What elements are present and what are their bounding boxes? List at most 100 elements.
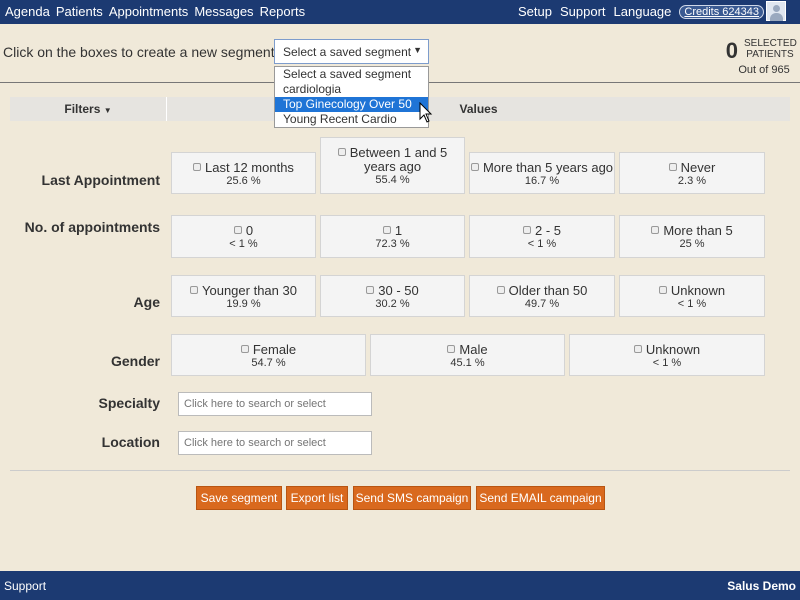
- option-label: Younger than 30: [202, 283, 297, 298]
- save-segment-button[interactable]: Save segment: [196, 486, 282, 510]
- out-of-total: Out of 965: [738, 64, 790, 76]
- values-label: Values: [459, 102, 498, 116]
- filter-option-box[interactable]: 0 < 1 %: [171, 215, 316, 258]
- nav-appointments[interactable]: Appointments: [108, 4, 189, 19]
- nav-patients[interactable]: Patients: [55, 4, 103, 19]
- filter-option-box[interactable]: Unknown < 1 %: [569, 334, 765, 376]
- filter-option-box[interactable]: Never 2.3 %: [619, 152, 765, 194]
- nav-language[interactable]: Language: [613, 4, 672, 19]
- filter-option-box[interactable]: 1 72.3 %: [320, 215, 465, 258]
- option-label: 2 - 5: [534, 223, 561, 238]
- filter-option-box[interactable]: Last 12 months 25.6 %: [171, 152, 316, 194]
- saved-segment-select[interactable]: Select a saved segment ▼: [274, 39, 429, 64]
- option[interactable]: cardiologia: [283, 82, 342, 96]
- filter-option-box[interactable]: More than 5 25 %: [619, 215, 765, 258]
- option-label: Unknown: [645, 342, 701, 357]
- filter-option-box[interactable]: 2 - 5 < 1 %: [469, 215, 615, 258]
- send-email-button[interactable]: Send EMAIL campaign: [476, 486, 605, 510]
- filter-option-box[interactable]: Younger than 30 19.9 %: [171, 275, 316, 317]
- top-nav: Agenda Patients Appointments Messages Re…: [0, 0, 800, 24]
- location-label: Location: [101, 434, 160, 450]
- segment-options-list: Select a saved segment cardiologia Top G…: [274, 66, 429, 128]
- filter-option-box[interactable]: More than 5 years ago 16.7 %: [469, 152, 615, 194]
- credits-badge[interactable]: Credits 624343: [679, 4, 764, 19]
- option-percent: 30.2 %: [375, 298, 410, 310]
- option[interactable]: Young Recent Cardio: [283, 112, 397, 126]
- nav-agenda[interactable]: Agenda: [5, 4, 50, 19]
- footer: Support Salus Demo: [0, 571, 800, 600]
- checkbox[interactable]: [496, 286, 505, 294]
- option-percent: 54.7 %: [251, 357, 286, 369]
- filter-option-box[interactable]: Older than 50 49.7 %: [469, 275, 615, 317]
- option-percent: < 1 %: [229, 238, 258, 250]
- option-percent: < 1 %: [652, 357, 682, 369]
- filter-option-box[interactable]: Between 1 and 5 years ago 55.4 %: [320, 137, 465, 194]
- row-label: Age: [133, 294, 160, 310]
- checkbox[interactable]: [522, 226, 531, 234]
- option-label: 30 - 50: [378, 283, 419, 298]
- nav-support[interactable]: Support: [560, 4, 606, 19]
- specialty-label: Specialty: [98, 395, 160, 411]
- checkbox[interactable]: [658, 286, 667, 294]
- checkbox[interactable]: [337, 148, 346, 156]
- divider: [10, 470, 790, 471]
- export-list-button[interactable]: Export list: [286, 486, 348, 510]
- option-highlighted[interactable]: Top Ginecology Over 50: [275, 97, 428, 112]
- selected-label: SELECTED PATIENTS: [744, 38, 797, 60]
- filter-option-box[interactable]: 30 - 50 30.2 %: [320, 275, 465, 317]
- filters-dropdown[interactable]: Filters ▼: [10, 97, 167, 121]
- location-input[interactable]: [178, 431, 372, 455]
- option-percent: < 1 %: [677, 298, 707, 310]
- option-label: 1: [394, 223, 403, 238]
- checkbox[interactable]: [233, 226, 242, 234]
- filter-option-box[interactable]: Male 45.1 %: [370, 334, 565, 376]
- filter-option-box[interactable]: Unknown < 1 %: [619, 275, 765, 317]
- checkbox[interactable]: [193, 163, 202, 171]
- checkbox[interactable]: [633, 345, 642, 353]
- checkbox[interactable]: [470, 163, 479, 171]
- option-label: More than 5: [663, 223, 733, 238]
- option-percent: 45.1 %: [450, 357, 485, 369]
- option-percent: < 1 %: [527, 238, 557, 250]
- checkbox[interactable]: [651, 226, 660, 234]
- segment-prompt: Click on the boxes to create a new segme…: [3, 44, 291, 60]
- checkbox[interactable]: [382, 226, 391, 234]
- mouse-cursor-icon: [419, 102, 433, 123]
- option-label: Unknown: [670, 283, 726, 298]
- option-label: Between 1 and 5 years ago: [349, 145, 448, 174]
- filter-option-box[interactable]: Female 54.7 %: [171, 334, 366, 376]
- dropdown-arrow-icon: ▼: [413, 45, 422, 55]
- option-label: 0: [245, 223, 254, 238]
- option-percent: 2.3 %: [677, 175, 707, 187]
- option-percent: 16.7 %: [524, 175, 560, 187]
- option[interactable]: Select a saved segment: [283, 67, 412, 81]
- checkbox[interactable]: [240, 345, 249, 353]
- selected-patients: 0 SELECTED PATIENTS Out of 965: [726, 38, 797, 76]
- option-percent: 72.3 %: [375, 238, 410, 250]
- row-label: Gender: [110, 353, 160, 369]
- nav-setup[interactable]: Setup: [518, 4, 552, 19]
- option-label: Male: [459, 342, 488, 357]
- option-percent: 19.9 %: [226, 298, 261, 310]
- checkbox[interactable]: [447, 345, 456, 353]
- specialty-input[interactable]: [178, 392, 372, 416]
- footer-support-link[interactable]: Support: [4, 579, 47, 593]
- option-percent: 25.6 %: [226, 175, 261, 187]
- filters-label: Filters: [64, 102, 101, 116]
- option-label: Last 12 months: [205, 160, 294, 175]
- option-label: Female: [252, 342, 297, 357]
- checkbox[interactable]: [668, 163, 677, 171]
- nav-messages[interactable]: Messages: [194, 4, 254, 19]
- selected-count: 0: [725, 38, 738, 63]
- option-label: Older than 50: [508, 283, 588, 298]
- nav-reports[interactable]: Reports: [259, 4, 306, 19]
- option-percent: 25 %: [679, 238, 705, 250]
- row-label: No. of appointments: [24, 219, 160, 235]
- send-sms-button[interactable]: Send SMS campaign: [353, 486, 471, 510]
- caret-down-icon: ▼: [103, 106, 112, 115]
- checkbox[interactable]: [366, 286, 375, 294]
- option-label: Never: [680, 160, 716, 175]
- user-avatar-icon[interactable]: [766, 1, 786, 21]
- checkbox[interactable]: [190, 286, 199, 294]
- row-label: Last Appointment: [41, 172, 160, 188]
